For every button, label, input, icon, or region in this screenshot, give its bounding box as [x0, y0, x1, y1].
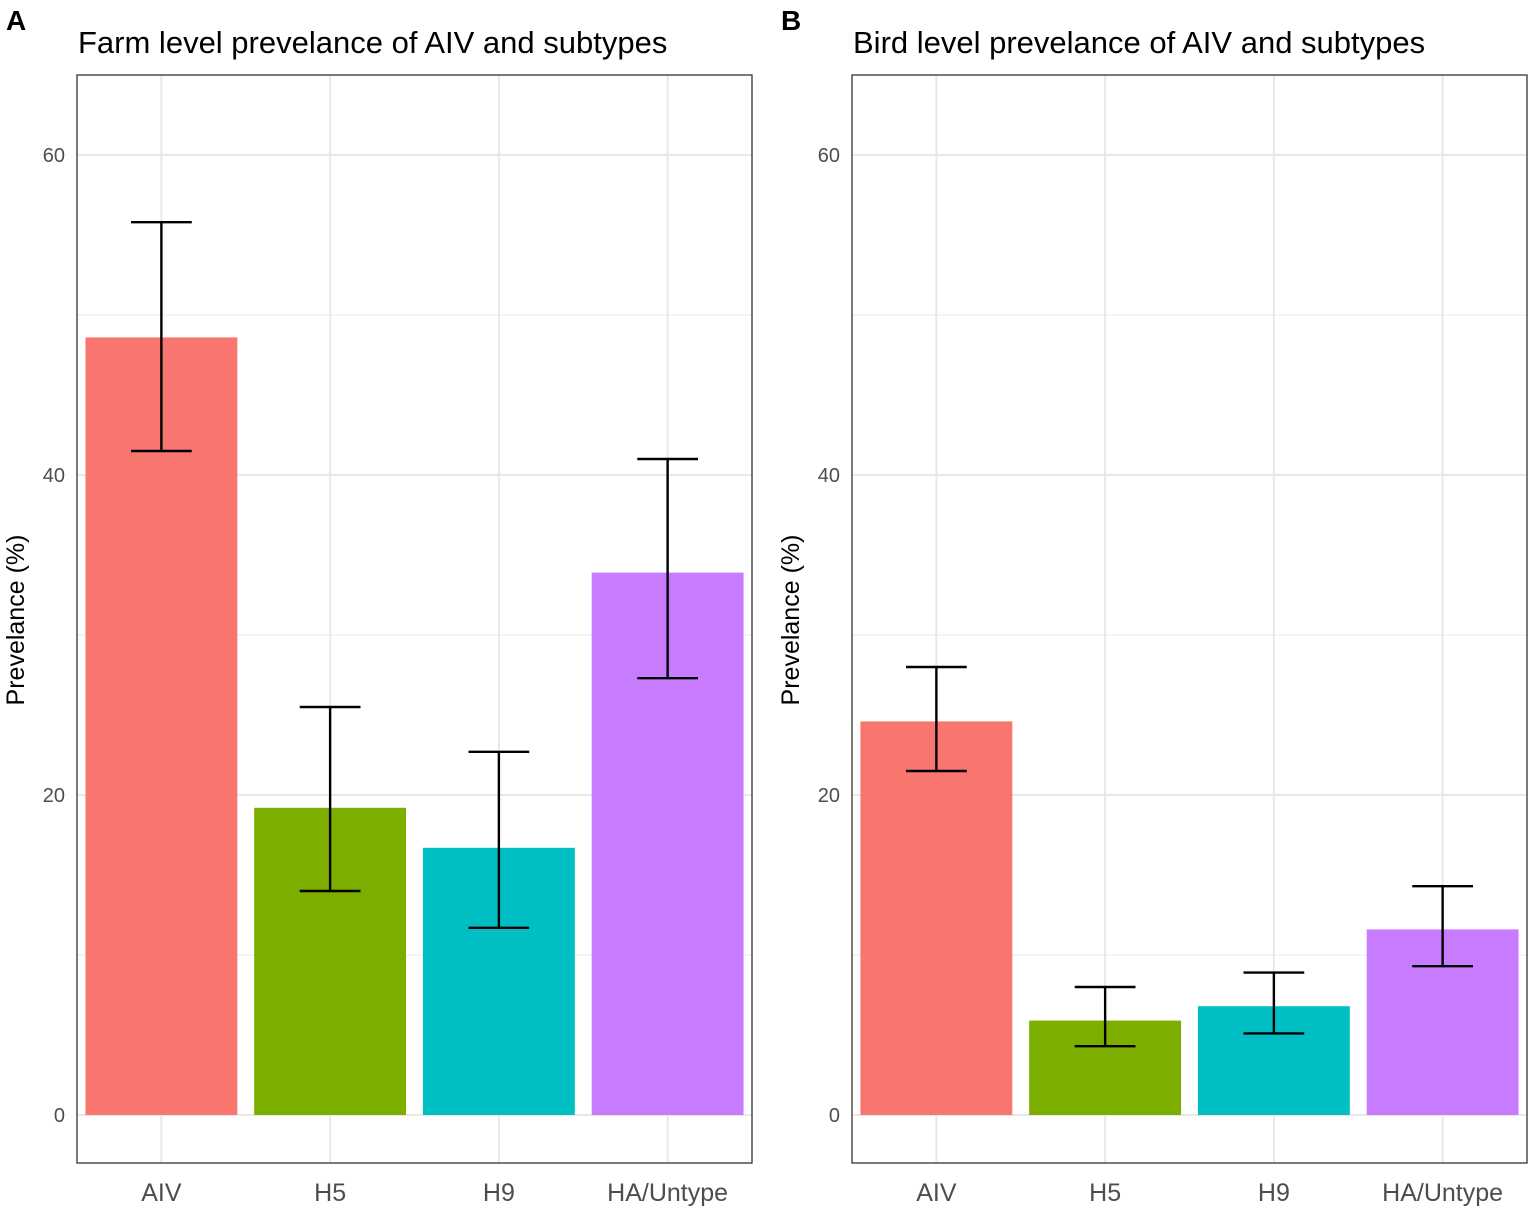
x-tick-label: HA/Untype — [1382, 1179, 1503, 1207]
panel-label: A — [6, 5, 26, 36]
y-tick-label: 20 — [818, 785, 840, 807]
plot-frame — [76, 74, 753, 1164]
y-tick-label: 60 — [43, 145, 65, 167]
bar-aiv — [860, 721, 1013, 1115]
y-axis-label: Prevelance (%) — [777, 535, 805, 706]
error-bar — [637, 457, 698, 680]
y-tick-labels: 0 20 40 60 — [818, 145, 840, 1127]
x-tick-label: H9 — [1258, 1179, 1290, 1207]
x-tick-labels: AIV H5 H9 HA/Untype — [141, 1179, 728, 1207]
panel-a: A Farm level prevelance of AIV and subty… — [2, 5, 753, 1207]
x-tick-label: H9 — [483, 1179, 515, 1207]
x-tick-label: AIV — [141, 1179, 182, 1207]
panel-b: B Bird level prevelance of AIV and subty… — [777, 5, 1528, 1207]
bars — [860, 721, 1519, 1115]
error-bar — [468, 750, 530, 929]
error-bar — [131, 220, 192, 453]
x-tick-label: H5 — [1089, 1179, 1121, 1207]
chart-title: Farm level prevelance of AIV and subtype… — [78, 25, 667, 60]
error-bar — [1074, 985, 1136, 1048]
y-tick-labels: 0 20 40 60 — [43, 145, 65, 1127]
y-tick-label: 0 — [54, 1105, 65, 1127]
bars — [85, 337, 744, 1115]
y-tick-label: 20 — [43, 785, 65, 807]
error-bar — [299, 705, 361, 893]
error-bar — [906, 665, 967, 773]
error-bars — [131, 220, 698, 929]
error-bars — [906, 665, 1473, 1048]
panel-label: B — [781, 5, 801, 36]
x-tick-label: AIV — [916, 1179, 957, 1207]
x-tick-labels: AIV H5 H9 HA/Untype — [916, 1179, 1503, 1207]
y-tick-label: 40 — [818, 465, 840, 487]
y-axis-label: Prevelance (%) — [2, 535, 30, 706]
error-bar — [1412, 885, 1473, 968]
x-tick-label: HA/Untype — [607, 1179, 728, 1207]
chart-title: Bird level prevelance of AIV and subtype… — [853, 25, 1425, 60]
y-tick-label: 0 — [829, 1105, 840, 1127]
y-tick-label: 40 — [43, 465, 65, 487]
bar-aiv — [85, 337, 238, 1115]
error-bar — [1243, 971, 1305, 1035]
x-tick-label: H5 — [314, 1179, 346, 1207]
y-tick-label: 60 — [818, 145, 840, 167]
plot-frame — [851, 74, 1528, 1164]
